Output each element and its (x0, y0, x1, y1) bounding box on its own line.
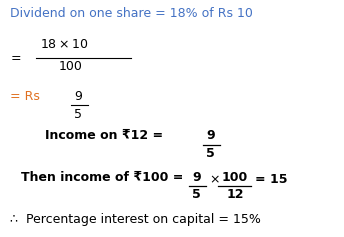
Text: 5: 5 (192, 188, 201, 201)
Text: $18 \times 10$: $18 \times 10$ (40, 38, 88, 51)
Text: 9: 9 (74, 90, 82, 103)
Text: Dividend on one share = 18% of Rs 10: Dividend on one share = 18% of Rs 10 (10, 7, 253, 20)
Text: Then income of ₹100 =: Then income of ₹100 = (21, 171, 183, 184)
Text: 9: 9 (192, 171, 201, 184)
Text: = Rs: = Rs (10, 90, 40, 103)
Text: 5: 5 (206, 147, 215, 160)
Text: Income on ₹12 =: Income on ₹12 = (45, 129, 163, 142)
Text: 5: 5 (74, 108, 82, 121)
Text: 9: 9 (206, 129, 215, 142)
Text: =: = (10, 52, 21, 64)
Text: $\times$: $\times$ (209, 173, 220, 186)
Text: 100: 100 (222, 171, 248, 184)
Text: 100: 100 (58, 60, 82, 73)
Text: 12: 12 (226, 188, 244, 201)
Text: ∴  Percentage interest on capital = 15%: ∴ Percentage interest on capital = 15% (10, 213, 261, 226)
Text: = 15: = 15 (255, 173, 287, 186)
